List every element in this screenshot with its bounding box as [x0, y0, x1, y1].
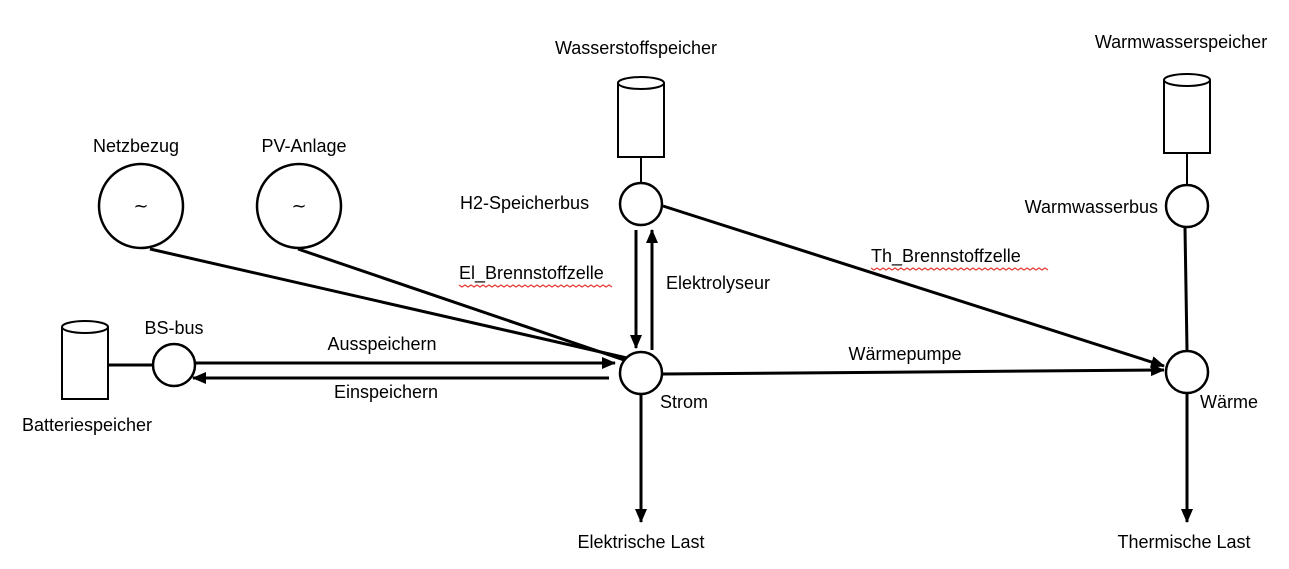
- edge-wwbus-waerme: [1185, 228, 1187, 350]
- warmwasserspeicher-label: Warmwasserspeicher: [1095, 32, 1267, 52]
- waerme-node: [1166, 351, 1208, 393]
- batteriespeicher-cylinder: [62, 321, 108, 399]
- bs-bus-label: BS-bus: [144, 318, 203, 338]
- h2-speicherbus-node: [620, 183, 662, 225]
- wasserstoffspeicher-cylinder: [618, 77, 664, 157]
- th-brennstoffzelle-label: Th_Brennstoffzelle: [871, 246, 1021, 267]
- strom-label: Strom: [660, 392, 708, 412]
- bs-bus-node: [153, 344, 195, 386]
- spellcheck-underline-th: [871, 268, 1048, 270]
- waermepumpe-label: Wärmepumpe: [848, 344, 961, 364]
- warmwasserbus-label: Warmwasserbus: [1025, 197, 1158, 217]
- h2-speicherbus-label: H2-Speicherbus: [460, 193, 589, 213]
- strom-node: [620, 352, 662, 394]
- wasserstoffspeicher-label: Wasserstoffspeicher: [555, 38, 717, 58]
- einspeichern-label: Einspeichern: [334, 382, 438, 402]
- elektrolyseur-label: Elektrolyseur: [666, 273, 770, 293]
- pv-anlage-label: PV-Anlage: [261, 136, 346, 156]
- waerme-label: Wärme: [1200, 392, 1258, 412]
- warmwasserspeicher-cylinder: [1164, 74, 1210, 153]
- ausspeichern-label: Ausspeichern: [327, 334, 436, 354]
- edge-waermepumpe: [663, 370, 1164, 374]
- el-brennstoffzelle-label: El_Brennstoffzelle: [459, 263, 604, 284]
- batteriespeicher-label: Batteriespeicher: [22, 415, 152, 435]
- elektrische-last-label: Elektrische Last: [577, 532, 704, 552]
- spellcheck-underline-el: [459, 285, 612, 287]
- pv-anlage-tilde: ~: [291, 196, 306, 217]
- netzbezug-tilde: ~: [133, 196, 148, 217]
- netzbezug-label: Netzbezug: [93, 136, 179, 156]
- thermische-last-label: Thermische Last: [1117, 532, 1250, 552]
- warmwasserbus-node: [1166, 185, 1208, 227]
